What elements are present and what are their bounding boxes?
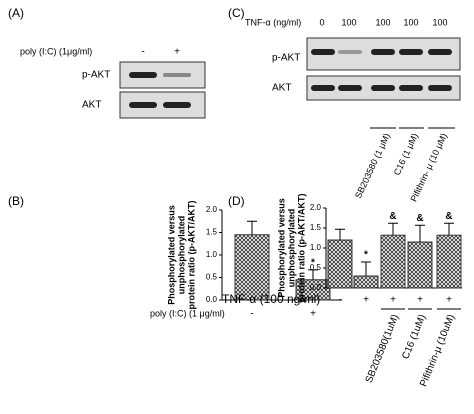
error-bar: [444, 222, 454, 236]
lane-label: 100: [432, 17, 447, 27]
bar: [327, 239, 353, 289]
y-tick-label: 0.0: [310, 283, 322, 292]
y-axis-title: unphosphorylated: [176, 216, 186, 295]
lane-label: 100: [341, 17, 356, 27]
error-bar: [247, 220, 257, 235]
x-tick-label: -: [250, 309, 253, 320]
significance-marker: *: [364, 250, 368, 261]
significance-marker: *: [311, 257, 315, 268]
x-axis-title: TNF-α (100 ng/ml): [222, 292, 320, 306]
y-tick-label: 1.5: [206, 228, 218, 237]
row-label: p-AKT: [82, 70, 110, 81]
y-tick-label: 2.0: [206, 205, 218, 214]
panel-label: (D): [228, 194, 245, 208]
x-axis-title: poly (I:C) (1 μg/ml): [150, 308, 225, 318]
significance-marker: &: [416, 213, 423, 224]
lane-label: 100: [375, 17, 390, 27]
y-axis-title: Phosphorylated versus: [276, 198, 286, 298]
treatment-label: C16 (1uM): [400, 313, 428, 361]
y-axis-title: protein ratio (p-AKT/AKT): [296, 194, 306, 303]
bar: [380, 234, 406, 289]
panel-label: (B): [8, 194, 24, 208]
treatment-label: SB203580(1uM): [364, 313, 401, 385]
significance-marker: &: [445, 211, 452, 222]
error-bar: [415, 224, 425, 242]
significance-marker: &: [389, 211, 396, 222]
x-tick-label: +: [417, 295, 423, 306]
panel-label: (A): [8, 6, 24, 20]
error-bar: [335, 228, 345, 240]
y-axis-title: Phosphorylated versus: [166, 205, 176, 305]
panel-label: (C): [228, 6, 245, 20]
row-label: AKT: [272, 83, 291, 94]
y-tick-label: 0.0: [206, 295, 218, 304]
bar: [353, 275, 379, 289]
inhibitor-label: C16 (1 μM): [392, 132, 420, 177]
inhibitor-label: SB203580 (1 μM): [353, 132, 392, 200]
bar: [407, 241, 433, 289]
row-label: AKT: [82, 100, 101, 111]
x-tick-label: +: [363, 295, 369, 306]
x-tick-label: +: [446, 295, 452, 306]
error-bar: [308, 269, 318, 280]
lane-label: +: [174, 47, 180, 58]
treatment-label: TNF-α (ng/ml): [245, 17, 301, 27]
y-tick-label: 1.5: [310, 223, 322, 232]
bar: [436, 234, 462, 289]
lane-label: 0: [319, 17, 324, 27]
x-tick-label: +: [310, 309, 316, 320]
y-tick-label: 1.0: [310, 243, 322, 252]
error-bar: [361, 261, 371, 276]
y-tick-label: 0.5: [310, 263, 322, 272]
blot: [306, 37, 461, 129]
x-tick-label: +: [390, 295, 396, 306]
row-label: p-AKT: [272, 53, 300, 64]
y-tick-label: 1.0: [206, 250, 218, 259]
bar: [234, 234, 270, 301]
treatment-label: poly (I:C) (1μg/ml): [20, 46, 92, 56]
lane-label: -: [141, 47, 144, 58]
y-tick-label: 0.5: [206, 273, 218, 282]
y-tick-label: 2.0: [310, 203, 322, 212]
x-tick-label: -: [338, 295, 341, 306]
y-axis-title: unphosphorylated: [286, 209, 296, 288]
lane-label: 100: [403, 17, 418, 27]
error-bar: [388, 222, 398, 236]
y-axis-title: protein ratio (p-AKT/AKT): [186, 201, 196, 310]
blot: [119, 61, 206, 119]
